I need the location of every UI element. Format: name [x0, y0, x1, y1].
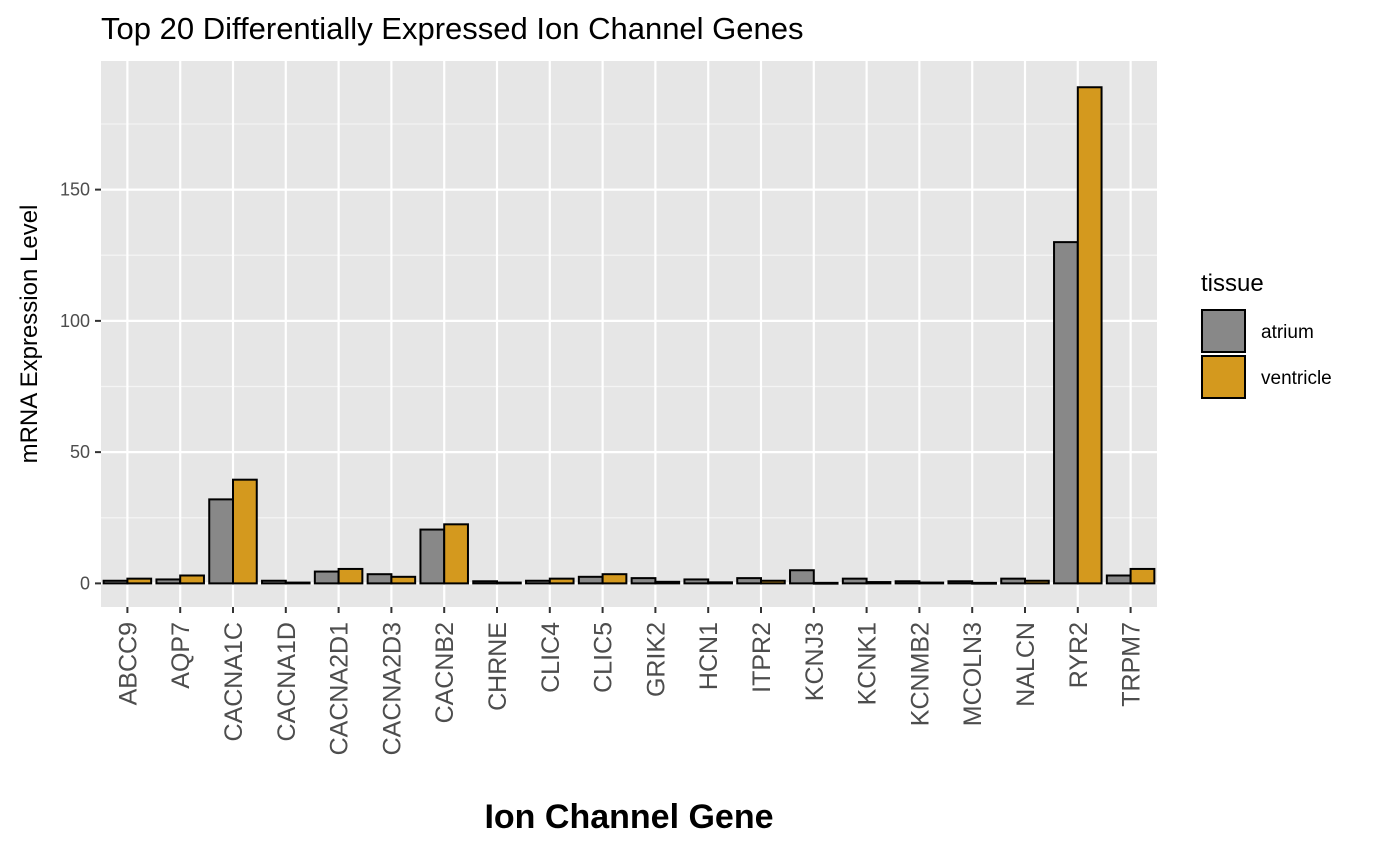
bar-kcnmb2-atrium [894, 580, 921, 585]
bar-ryr2-ventricle [1076, 86, 1103, 585]
legend: tissue atrium ventricle [1201, 270, 1332, 399]
x-tick-label: RYR2 [1065, 622, 1093, 688]
x-tick-label: ABCC9 [114, 622, 142, 705]
x-tick-label: KCNMB2 [906, 622, 934, 726]
legend-key-ventricle [1201, 355, 1246, 399]
bar-cacna2d3-ventricle [390, 575, 417, 585]
bar-cacna1c-ventricle [232, 478, 258, 585]
bar-abcc9-ventricle [126, 577, 153, 585]
bar-chrne-ventricle [496, 581, 522, 585]
bar-nalcn-atrium [1000, 577, 1026, 585]
x-tick-label: CLIC5 [590, 622, 618, 693]
legend-key-atrium [1201, 309, 1246, 353]
x-axis-title: Ion Channel Gene [484, 798, 773, 836]
x-tick-label: MCOLN3 [959, 622, 987, 726]
bar-cacnb2-atrium [419, 528, 446, 585]
bar-aqp7-ventricle [179, 574, 205, 585]
bar-chrne-atrium [472, 580, 498, 585]
bar-aqp7-atrium [155, 578, 182, 585]
x-tick-label: KCNJ3 [801, 622, 829, 701]
x-tick-label: NALCN [1012, 622, 1040, 707]
x-tick-label: CACNA1C [220, 622, 248, 741]
x-tick-label: CACNB2 [431, 622, 459, 723]
bar-cacna2d1-ventricle [337, 567, 364, 585]
x-tick-label: KCNK1 [854, 622, 882, 705]
x-tick-label: CACNA2D3 [378, 622, 406, 755]
bar-cacna2d3-atrium [366, 573, 393, 585]
bar-trpm7-ventricle [1129, 567, 1156, 585]
bar-kcnk1-atrium [841, 577, 868, 585]
bar-cacna1d-ventricle [284, 581, 311, 585]
bars [102, 86, 1156, 585]
bar-itpr2-ventricle [760, 579, 786, 585]
bar-kcnj3-ventricle [812, 581, 839, 585]
y-axis-title: mRNA Expression Level [16, 205, 43, 464]
y-tick-label: 150 [60, 180, 90, 200]
x-tick-label: HCN1 [695, 622, 723, 690]
x-tick-label: GRIK2 [642, 622, 670, 697]
bar-mcoln3-ventricle [971, 581, 997, 585]
bar-abcc9-atrium [102, 579, 129, 585]
bar-cacna1c-atrium [208, 498, 235, 585]
x-tick-label: CACNA2D1 [326, 622, 354, 755]
bar-hcn1-ventricle [707, 581, 733, 585]
y-axis: 0 50 100 150 [60, 180, 101, 593]
bar-clic5-ventricle [601, 573, 628, 585]
legend-label-atrium: atrium [1261, 322, 1314, 343]
bar-kcnj3-atrium [789, 569, 815, 585]
y-tick-label: 100 [60, 311, 90, 331]
gridlines [101, 61, 1157, 607]
bar-grik2-atrium [630, 577, 657, 585]
x-tick-label: CLIC4 [537, 622, 565, 693]
bar-grik2-ventricle [654, 580, 681, 585]
legend-title: tissue [1201, 270, 1264, 297]
x-tick-label: ITPR2 [748, 622, 776, 693]
y-tick-label: 50 [70, 442, 90, 462]
x-tick-label: CACNA1D [273, 622, 301, 741]
bar-clic5-atrium [577, 575, 604, 585]
bar-hcn1-atrium [683, 578, 710, 585]
bar-itpr2-atrium [736, 577, 762, 585]
bar-cacna2d1-atrium [313, 570, 340, 585]
bar-trpm7-atrium [1105, 574, 1132, 585]
bar-kcnmb2-ventricle [918, 581, 945, 585]
bar-ryr2-atrium [1053, 241, 1079, 585]
bar-clic4-atrium [525, 579, 551, 585]
bar-cacna1d-atrium [261, 579, 287, 585]
y-tick-label: 0 [80, 573, 90, 593]
bar-mcoln3-atrium [947, 580, 974, 585]
bar-clic4-ventricle [548, 577, 575, 585]
chart-title: Top 20 Differentially Expressed Ion Chan… [101, 11, 804, 46]
bar-cacnb2-ventricle [443, 523, 469, 585]
bar-nalcn-ventricle [1024, 579, 1050, 585]
plot-panel [101, 61, 1157, 607]
bar-kcnk1-ventricle [865, 581, 892, 585]
x-axis: ABCC9 AQP7 CACNA1C CACNA1D CACNA2D1 CACNA2D3 C… [114, 607, 1146, 755]
x-tick-label: CHRNE [484, 622, 512, 711]
x-tick-label: TRPM7 [1118, 622, 1146, 707]
x-tick-label: AQP7 [167, 622, 195, 689]
legend-label-ventricle: ventricle [1261, 368, 1332, 389]
